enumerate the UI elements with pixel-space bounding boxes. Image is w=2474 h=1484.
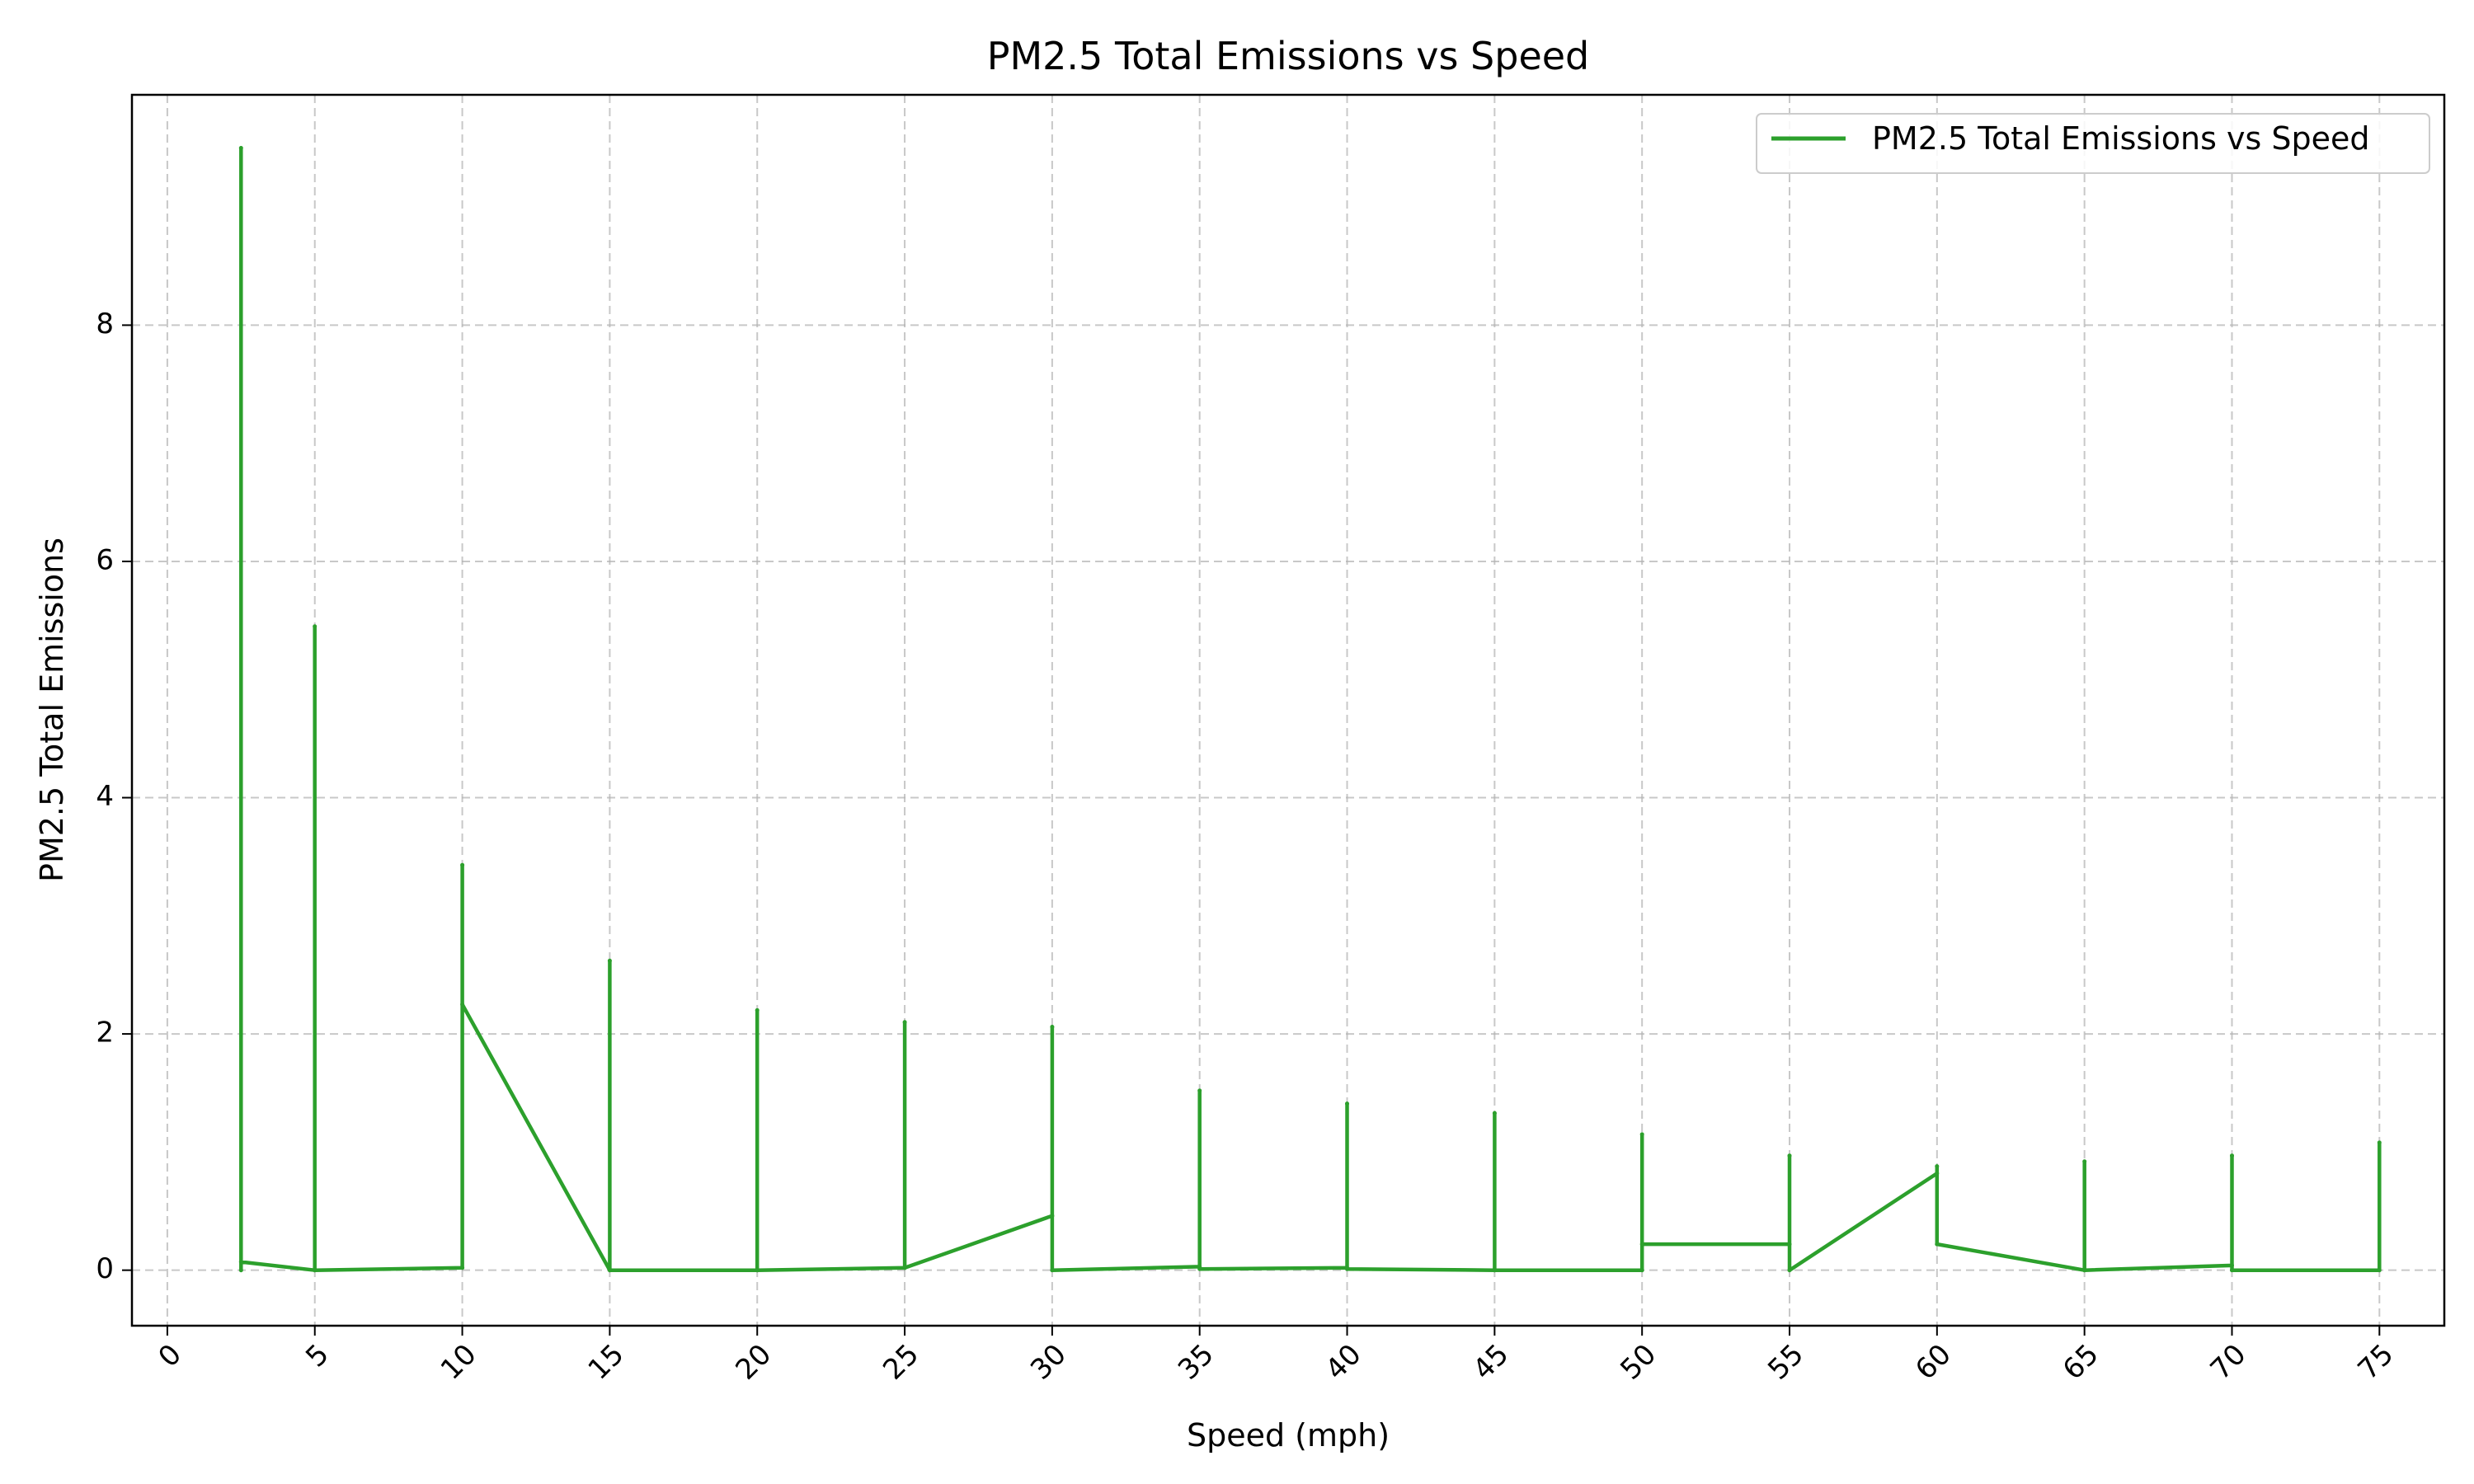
data-point (313, 1268, 317, 1273)
data-point (1050, 1268, 1055, 1273)
data-point (2230, 1263, 2234, 1268)
data-point (902, 1266, 907, 1270)
data-point (1492, 1268, 1497, 1273)
x-tick-label: 65 (2057, 1338, 2105, 1387)
x-tick-label: 0 (152, 1338, 188, 1374)
data-point (1639, 1242, 1644, 1247)
data-point (1935, 1171, 1940, 1176)
y-tick-label: 2 (96, 1017, 114, 1050)
y-tick-label: 4 (96, 780, 114, 813)
data-point (2082, 1159, 2087, 1164)
data-point (755, 1268, 760, 1273)
data-point (1197, 1266, 1202, 1271)
legend: PM2.5 Total Emissions vs Speed (1756, 113, 2430, 174)
x-tick-label: 60 (1909, 1338, 1958, 1387)
x-tick-label: 75 (2352, 1338, 2401, 1387)
series-layer (238, 146, 2382, 1273)
data-point (238, 1260, 243, 1265)
data-point (2377, 1268, 2382, 1273)
chart-title: PM2.5 Total Emissions vs Speed (987, 34, 1590, 78)
data-point (607, 958, 612, 963)
data-point (460, 1266, 465, 1270)
x-tick-label: 20 (729, 1338, 778, 1387)
data-point (238, 1268, 243, 1273)
legend-label: PM2.5 Total Emissions vs Speed (1872, 120, 2369, 157)
data-point (2230, 1268, 2234, 1273)
data-point (902, 1020, 907, 1025)
data-point (2377, 1140, 2382, 1145)
data-point (1639, 1132, 1644, 1137)
y-tick-label: 0 (96, 1252, 114, 1285)
x-tick-label: 10 (435, 1338, 483, 1387)
y-axis-label: PM2.5 Total Emissions (34, 538, 70, 882)
data-point (1787, 1153, 1792, 1158)
data-point (2082, 1268, 2087, 1273)
data-point (313, 624, 317, 629)
data-point (460, 1002, 465, 1007)
y-tick-label: 8 (96, 308, 114, 340)
plot-frame (130, 93, 2446, 1327)
y-tick-label: 6 (96, 543, 114, 576)
data-point (607, 1268, 612, 1273)
data-point (1050, 1025, 1055, 1029)
x-tick-label: 15 (582, 1338, 631, 1387)
data-point (1345, 1101, 1349, 1106)
grid (132, 95, 2444, 1326)
data-point (755, 1007, 760, 1012)
data-point (2230, 1153, 2234, 1158)
data-point (1639, 1268, 1644, 1273)
data-point (1787, 1268, 1792, 1273)
data-point (1492, 1111, 1497, 1115)
data-point (1935, 1164, 1940, 1169)
x-tick-label: 50 (1614, 1338, 1663, 1387)
data-point (1935, 1242, 1940, 1247)
x-tick-label: 45 (1467, 1338, 1516, 1387)
series-line (239, 146, 2382, 1272)
data-point (460, 862, 465, 867)
x-tick-label: 25 (877, 1338, 925, 1387)
legend-box (1756, 113, 2430, 174)
data-point (238, 146, 243, 150)
x-tick-label: 40 (1319, 1338, 1368, 1387)
data-point (1050, 1214, 1055, 1219)
x-tick-label: 30 (1024, 1338, 1073, 1387)
x-tick-label: 5 (299, 1338, 336, 1374)
x-tick-label: 70 (2204, 1338, 2253, 1387)
x-axis-label: Speed (mph) (1187, 1417, 1390, 1453)
x-tick-label: 35 (1172, 1338, 1221, 1387)
axis-ticks: 0 5 10 15 20 25 30 35 40 45 50 55 60 65 70 75 0 2 4 6 8 (96, 308, 2400, 1387)
data-point (1345, 1266, 1349, 1271)
data-point (1197, 1088, 1202, 1093)
data-point (1787, 1242, 1792, 1247)
x-tick-label: 55 (1761, 1338, 1810, 1387)
